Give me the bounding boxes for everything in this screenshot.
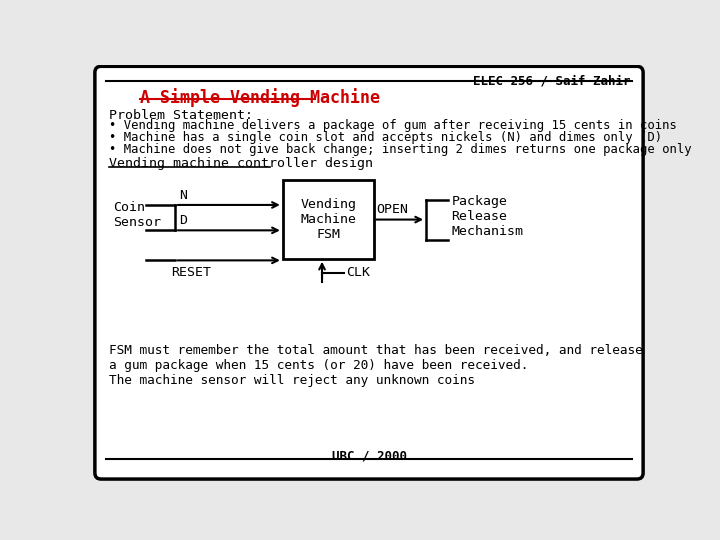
Text: Vending machine controller design: Vending machine controller design: [109, 157, 373, 170]
Text: Package
Release
Mechanism: Package Release Mechanism: [451, 195, 523, 238]
Text: RESET: RESET: [171, 266, 211, 279]
Text: N: N: [179, 189, 188, 202]
Text: • Vending machine delivers a package of gum after receiving 15 cents in coins: • Vending machine delivers a package of …: [109, 119, 677, 132]
Text: ELEC 256 / Saif Zahir: ELEC 256 / Saif Zahir: [473, 74, 631, 87]
FancyBboxPatch shape: [95, 66, 643, 479]
Text: CLK: CLK: [346, 266, 370, 279]
Bar: [283, 180, 374, 259]
Text: OPEN: OPEN: [377, 202, 409, 215]
Text: A Simple Vending Machine: A Simple Vending Machine: [140, 88, 379, 107]
Text: FSM must remember the total amount that has been received, and release
a gum pac: FSM must remember the total amount that …: [109, 343, 642, 387]
Text: Problem Statement:: Problem Statement:: [109, 109, 253, 122]
Text: UBC / 2000: UBC / 2000: [331, 449, 407, 462]
Text: Coin
Sensor: Coin Sensor: [113, 201, 161, 229]
Text: • Machine has a single coin slot and accepts nickels (N) and dimes only (D): • Machine has a single coin slot and acc…: [109, 131, 662, 144]
Text: Vending
Machine
FSM: Vending Machine FSM: [300, 198, 356, 241]
Text: • Machine does not give back change; inserting 2 dimes returns one package only: • Machine does not give back change; ins…: [109, 143, 691, 156]
Text: D: D: [179, 214, 188, 227]
